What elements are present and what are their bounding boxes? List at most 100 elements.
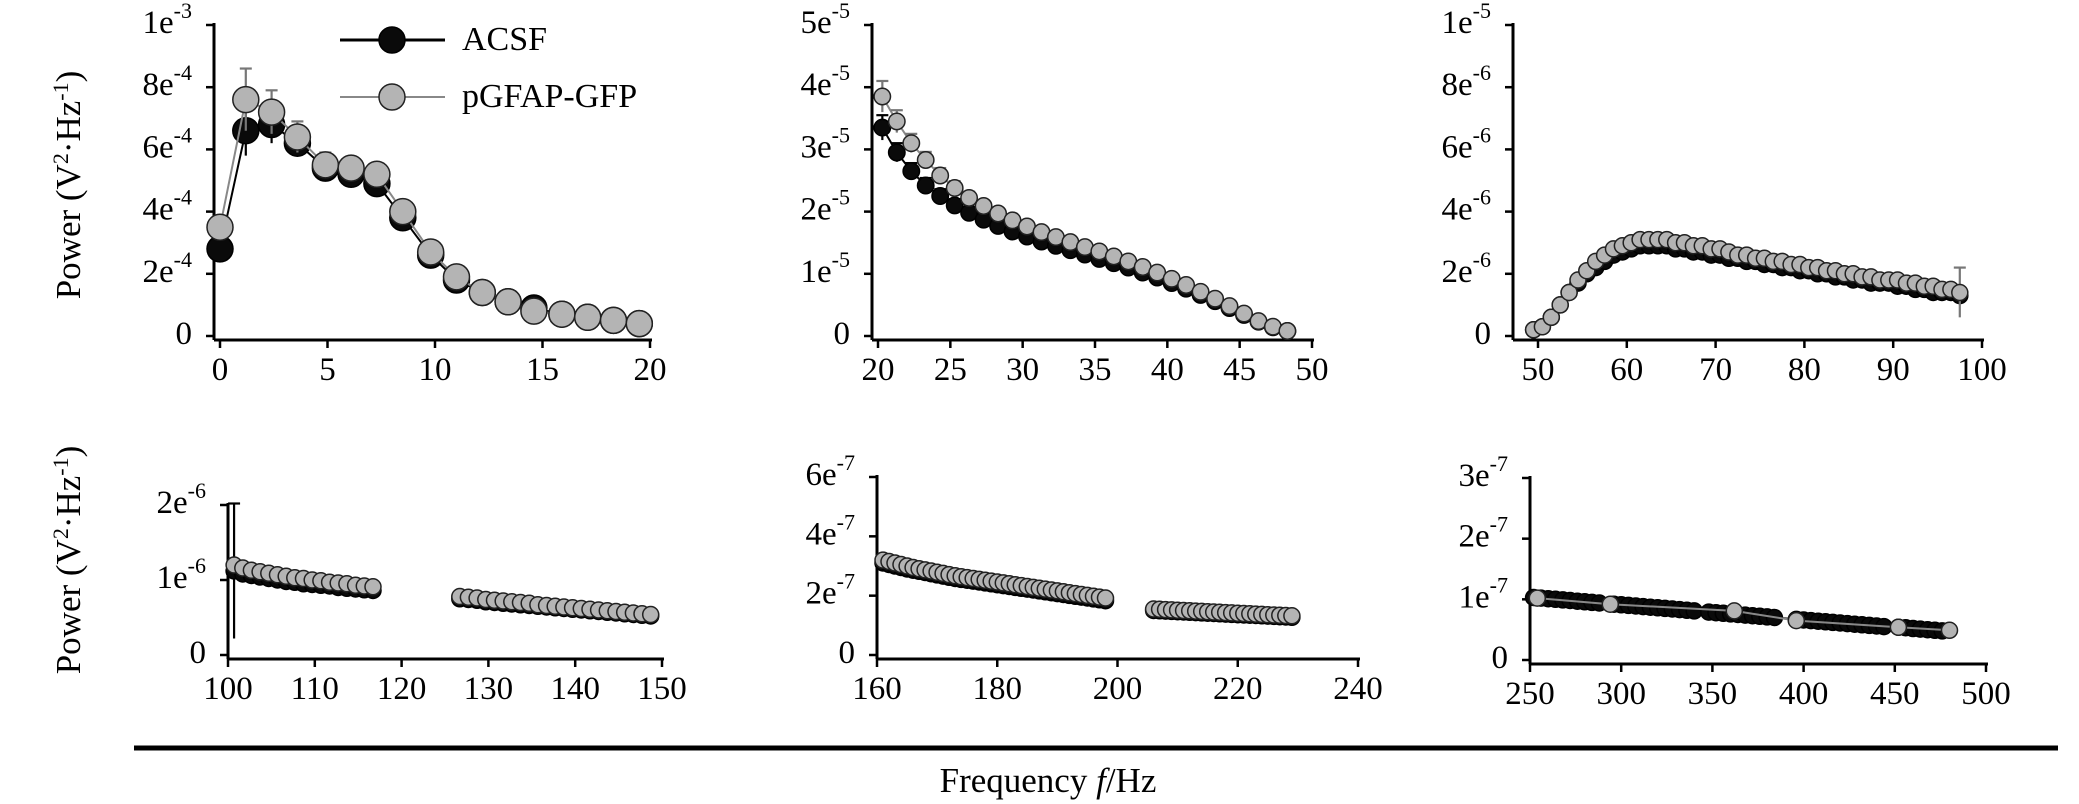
data-point [257, 98, 286, 126]
xlabel: Frequency f/Hz [940, 761, 1157, 800]
x-tick-label: 20 [634, 352, 667, 388]
series-line [881, 95, 1288, 332]
legend-marker-gfp [378, 83, 406, 111]
y-tick-label: 4e-6 [1442, 184, 1491, 227]
series-pgfap-gfp [874, 551, 1301, 625]
series-acsf [206, 104, 654, 338]
data-point [1191, 282, 1210, 301]
x-tick-label: 240 [1333, 671, 1383, 707]
data-point [1889, 618, 1908, 636]
data-point [625, 309, 654, 338]
y-tick-label: 0 [834, 316, 851, 352]
chart-panel-3: 0 2e-6 4e-6 6e-6 8e-6 1e-5 50 60 70 80 90 100 [1442, 0, 2007, 388]
data-point [548, 300, 576, 328]
panels: 02e-44e-46e-48e-41e-30 5 10 15 2001e-52e-53e… [143, 0, 2011, 712]
data-point [1685, 602, 1703, 620]
data-point [311, 151, 340, 179]
data-point [1235, 304, 1253, 323]
y-tick-label: 2e-5 [801, 184, 850, 227]
y-tick-label: 6e-4 [143, 122, 192, 165]
data-point [283, 123, 312, 151]
x-tick-label: 20 [862, 352, 895, 388]
y-tick-label: 5e-5 [801, 0, 850, 41]
data-point [931, 166, 950, 185]
y-tick-label: 1e-3 [143, 0, 192, 41]
data-point [945, 179, 964, 197]
data-point [974, 197, 993, 215]
x-tick-label: 500 [1961, 676, 2011, 712]
data-point [1951, 283, 1969, 302]
y-tick-label: 6e-7 [806, 450, 855, 493]
data-point [1220, 297, 1239, 316]
y-tick-label: 1e-7 [1459, 572, 1508, 615]
data-point [960, 188, 979, 207]
y-tick-label: 0 [176, 316, 193, 352]
x-tick-label: 400 [1779, 676, 1829, 712]
data-point [945, 196, 964, 215]
x-tick-label: 50 [1296, 352, 1329, 388]
data-point [442, 263, 471, 291]
data-point [468, 278, 497, 307]
y-tick-label: 2e-7 [806, 568, 855, 611]
data-point [887, 143, 906, 162]
legend-label-gfp: pGFAP-GFP [462, 78, 637, 115]
data-point [364, 578, 382, 596]
x-tick-label: 450 [1870, 676, 1920, 712]
x-tick-label: 200 [1093, 671, 1143, 707]
y-tick-label: 2e-6 [157, 478, 206, 521]
data-point [494, 288, 522, 316]
data-point [416, 238, 445, 266]
x-tick-label: 160 [852, 671, 902, 707]
y-tick-label: 0 [190, 635, 207, 671]
series-line [219, 123, 640, 325]
chart-panel-4: 0 1e-6 2e-6 100 110 120 130 140 150 [157, 478, 687, 707]
data-point [1528, 589, 1547, 607]
x-tick-label: 100 [1957, 352, 2007, 388]
data-point [916, 151, 935, 169]
data-point [1560, 283, 1578, 302]
x-tick-label: 130 [464, 671, 514, 707]
chart-panel-5: 0 2e-7 4e-7 6e-7 160 180 200 220 240 [806, 450, 1383, 707]
x-tick-label: 90 [1877, 352, 1910, 388]
chart-panel-1: 0 2e-4 4e-4 6e-4 8e-4 1e-3 0 5 10 15 20 [143, 0, 667, 388]
data-point [520, 297, 548, 325]
y-tick-label: 3e-5 [801, 122, 850, 165]
x-tick-label: 40 [1151, 352, 1184, 388]
y-tick-label: 0 [839, 635, 856, 671]
x-tick-label: 5 [319, 352, 336, 388]
x-tick-label: 70 [1699, 352, 1732, 388]
data-point [989, 204, 1008, 223]
data-point [916, 176, 935, 195]
legend-marker-acsf [378, 26, 406, 54]
data-point [1601, 595, 1620, 613]
x-tick-label: 120 [377, 671, 427, 707]
x-tick-label: 25 [934, 352, 967, 388]
data-point [573, 303, 602, 332]
data-point [1283, 607, 1301, 625]
data-point [873, 87, 892, 106]
data-point [1551, 296, 1569, 314]
data-point [1278, 322, 1297, 340]
data-point [337, 154, 365, 182]
y-tick-label: 0 [1475, 316, 1492, 352]
y-tick-label: 6e-6 [1442, 122, 1491, 165]
x-tick-label: 140 [550, 671, 600, 707]
ylabel-top: Power (V2·Hz-1) [48, 71, 89, 300]
y-tick-label: 8e-6 [1442, 60, 1491, 103]
x-tick-label: 35 [1079, 352, 1112, 388]
chart-panel-6: 0 1e-7 2e-7 3e-7 250 300 350 400 450 500 [1459, 451, 2011, 712]
y-tick-label: 3e-7 [1459, 451, 1508, 494]
y-tick-label: 8e-4 [143, 60, 192, 103]
y-tick-label: 1e-5 [801, 246, 850, 289]
x-tick-label: 110 [291, 671, 339, 707]
legend: ACSF pGFAP-GFP [340, 21, 637, 115]
chart-panel-2: 0 1e-5 2e-5 3e-5 4e-5 5e-5 20 25 30 35 40 45 50 [801, 0, 1329, 388]
y-tick-label: 4e-5 [801, 60, 850, 103]
y-tick-label: 4e-4 [143, 184, 192, 227]
x-tick-label: 80 [1788, 352, 1821, 388]
y-tick-label: 0 [1492, 640, 1509, 676]
y-tick-label: 1e-5 [1442, 0, 1491, 41]
x-tick-label: 15 [526, 352, 559, 388]
x-tick-label: 10 [419, 352, 452, 388]
